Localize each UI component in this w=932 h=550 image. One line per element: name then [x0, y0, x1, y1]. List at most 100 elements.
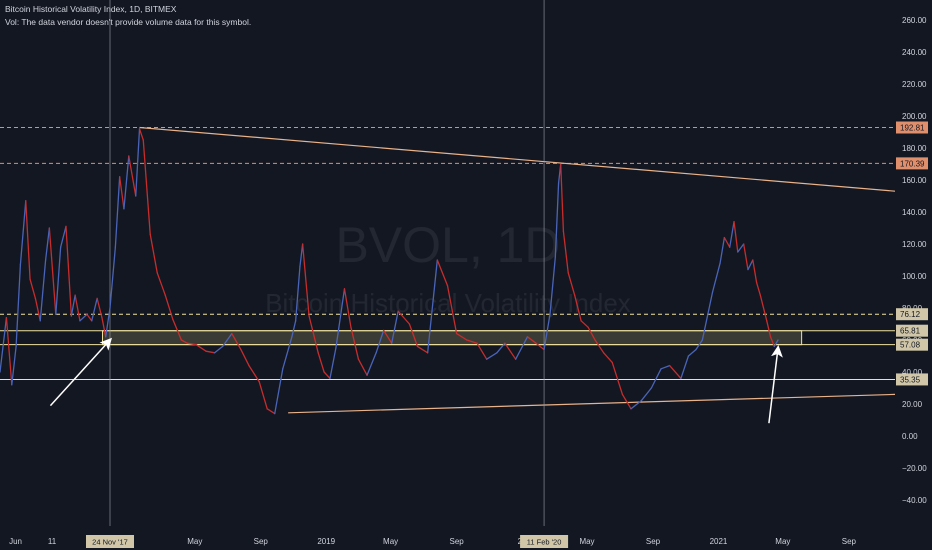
series-segment — [543, 313, 551, 351]
series-segment — [496, 342, 506, 354]
x-tick-label: 11 — [48, 537, 57, 546]
series-segment — [587, 326, 596, 341]
series-segment — [455, 332, 468, 341]
series-segment — [258, 380, 268, 410]
series-segment — [74, 294, 81, 322]
series-segment — [0, 316, 8, 373]
series-segment — [640, 387, 653, 402]
series-segment — [594, 339, 605, 354]
price-label: 192.81 — [900, 124, 925, 133]
series-segment — [766, 320, 772, 338]
price-label-bg — [896, 324, 928, 337]
watermark-symbol: BVOL, 1D — [335, 217, 560, 273]
series-segment — [687, 348, 697, 357]
x-tick-label: May — [383, 537, 398, 546]
series-segment — [149, 233, 158, 274]
y-tick-label: −40.00 — [902, 496, 927, 505]
series-segment — [719, 236, 726, 264]
series-segment — [164, 294, 174, 320]
series-segment — [382, 329, 393, 344]
series-segment — [755, 281, 761, 296]
series-segment — [291, 320, 297, 338]
series-segment — [5, 316, 13, 386]
crosshair-label-bg — [520, 535, 569, 548]
price-label-bg — [896, 121, 928, 134]
series-segment — [416, 345, 429, 354]
y-tick-label: 20.00 — [902, 400, 923, 409]
x-tick-label: 2019 — [317, 537, 335, 546]
series-segment — [138, 128, 144, 141]
x-tick-label: Sep — [646, 537, 661, 546]
series-segment — [743, 243, 749, 271]
y-tick-label: 160.00 — [902, 176, 927, 185]
series-segment — [335, 288, 346, 349]
series-segment — [535, 342, 545, 351]
series-segment — [466, 339, 478, 344]
series-segment — [769, 336, 775, 348]
y-tick-label: 100.00 — [902, 272, 927, 281]
y-tick-label: 260.00 — [902, 16, 927, 25]
series-segment — [391, 310, 399, 344]
series-segment — [560, 163, 565, 232]
series-segment — [15, 264, 22, 348]
series-segment — [408, 323, 419, 348]
x-tick-label: May — [775, 537, 790, 546]
series-segment — [486, 352, 498, 360]
series-segment — [562, 230, 569, 274]
series-segment — [123, 155, 130, 210]
series-segment — [101, 316, 107, 338]
y-tick-label: 0.00 — [902, 432, 918, 441]
series-segment — [105, 307, 111, 338]
series-segment — [48, 227, 57, 316]
series-segment — [729, 220, 735, 248]
trendline-1 — [288, 393, 896, 414]
annotation-arrow — [49, 337, 113, 407]
y-tick-label: 140.00 — [902, 208, 927, 217]
price-label: 170.39 — [900, 159, 925, 168]
annotation-arrow — [768, 345, 783, 424]
series-segment — [142, 139, 151, 236]
y-tick-label: −20.00 — [902, 464, 927, 473]
series-segment — [295, 265, 301, 322]
series-segment — [266, 408, 276, 415]
y-tick-label: 240.00 — [902, 48, 927, 57]
series-segment — [737, 243, 745, 253]
chart-legend: Bitcoin Historical Volatility Index, 1D,… — [5, 3, 251, 29]
series-segment — [436, 259, 449, 287]
series-segment — [55, 246, 62, 316]
series-segment — [680, 355, 690, 380]
price-label: 65.81 — [900, 327, 921, 336]
series-segment — [650, 368, 662, 389]
series-segment — [44, 227, 51, 261]
series-segment — [156, 272, 166, 296]
series-segment — [747, 259, 754, 271]
series-segment — [91, 297, 98, 322]
series-segment — [29, 278, 37, 300]
series-segment — [350, 326, 360, 360]
x-tick-label: Sep — [450, 537, 465, 546]
series-segment — [660, 364, 671, 370]
x-tick-label: May — [579, 537, 594, 546]
series-segment — [248, 364, 260, 383]
series-segment — [621, 393, 632, 410]
series-segment — [213, 345, 224, 354]
series-segment — [186, 342, 198, 346]
x-tick-label: Jun — [9, 537, 22, 546]
x-tick-label: 2021 — [710, 537, 728, 546]
crosshair-label-bg — [85, 535, 134, 548]
x-tick-label: Sep — [254, 537, 269, 546]
series-segment — [611, 361, 624, 396]
trendline-0 — [139, 126, 896, 192]
y-tick-label: 200.00 — [902, 112, 927, 121]
series-segment — [240, 348, 250, 367]
series-segment — [195, 344, 207, 352]
series-segment — [701, 291, 714, 341]
support-zone — [101, 330, 803, 346]
series-segment — [476, 342, 488, 360]
x-tick-label: May — [187, 537, 202, 546]
series-segment — [375, 329, 385, 354]
series-segment — [222, 332, 233, 348]
series-segment — [580, 320, 589, 328]
